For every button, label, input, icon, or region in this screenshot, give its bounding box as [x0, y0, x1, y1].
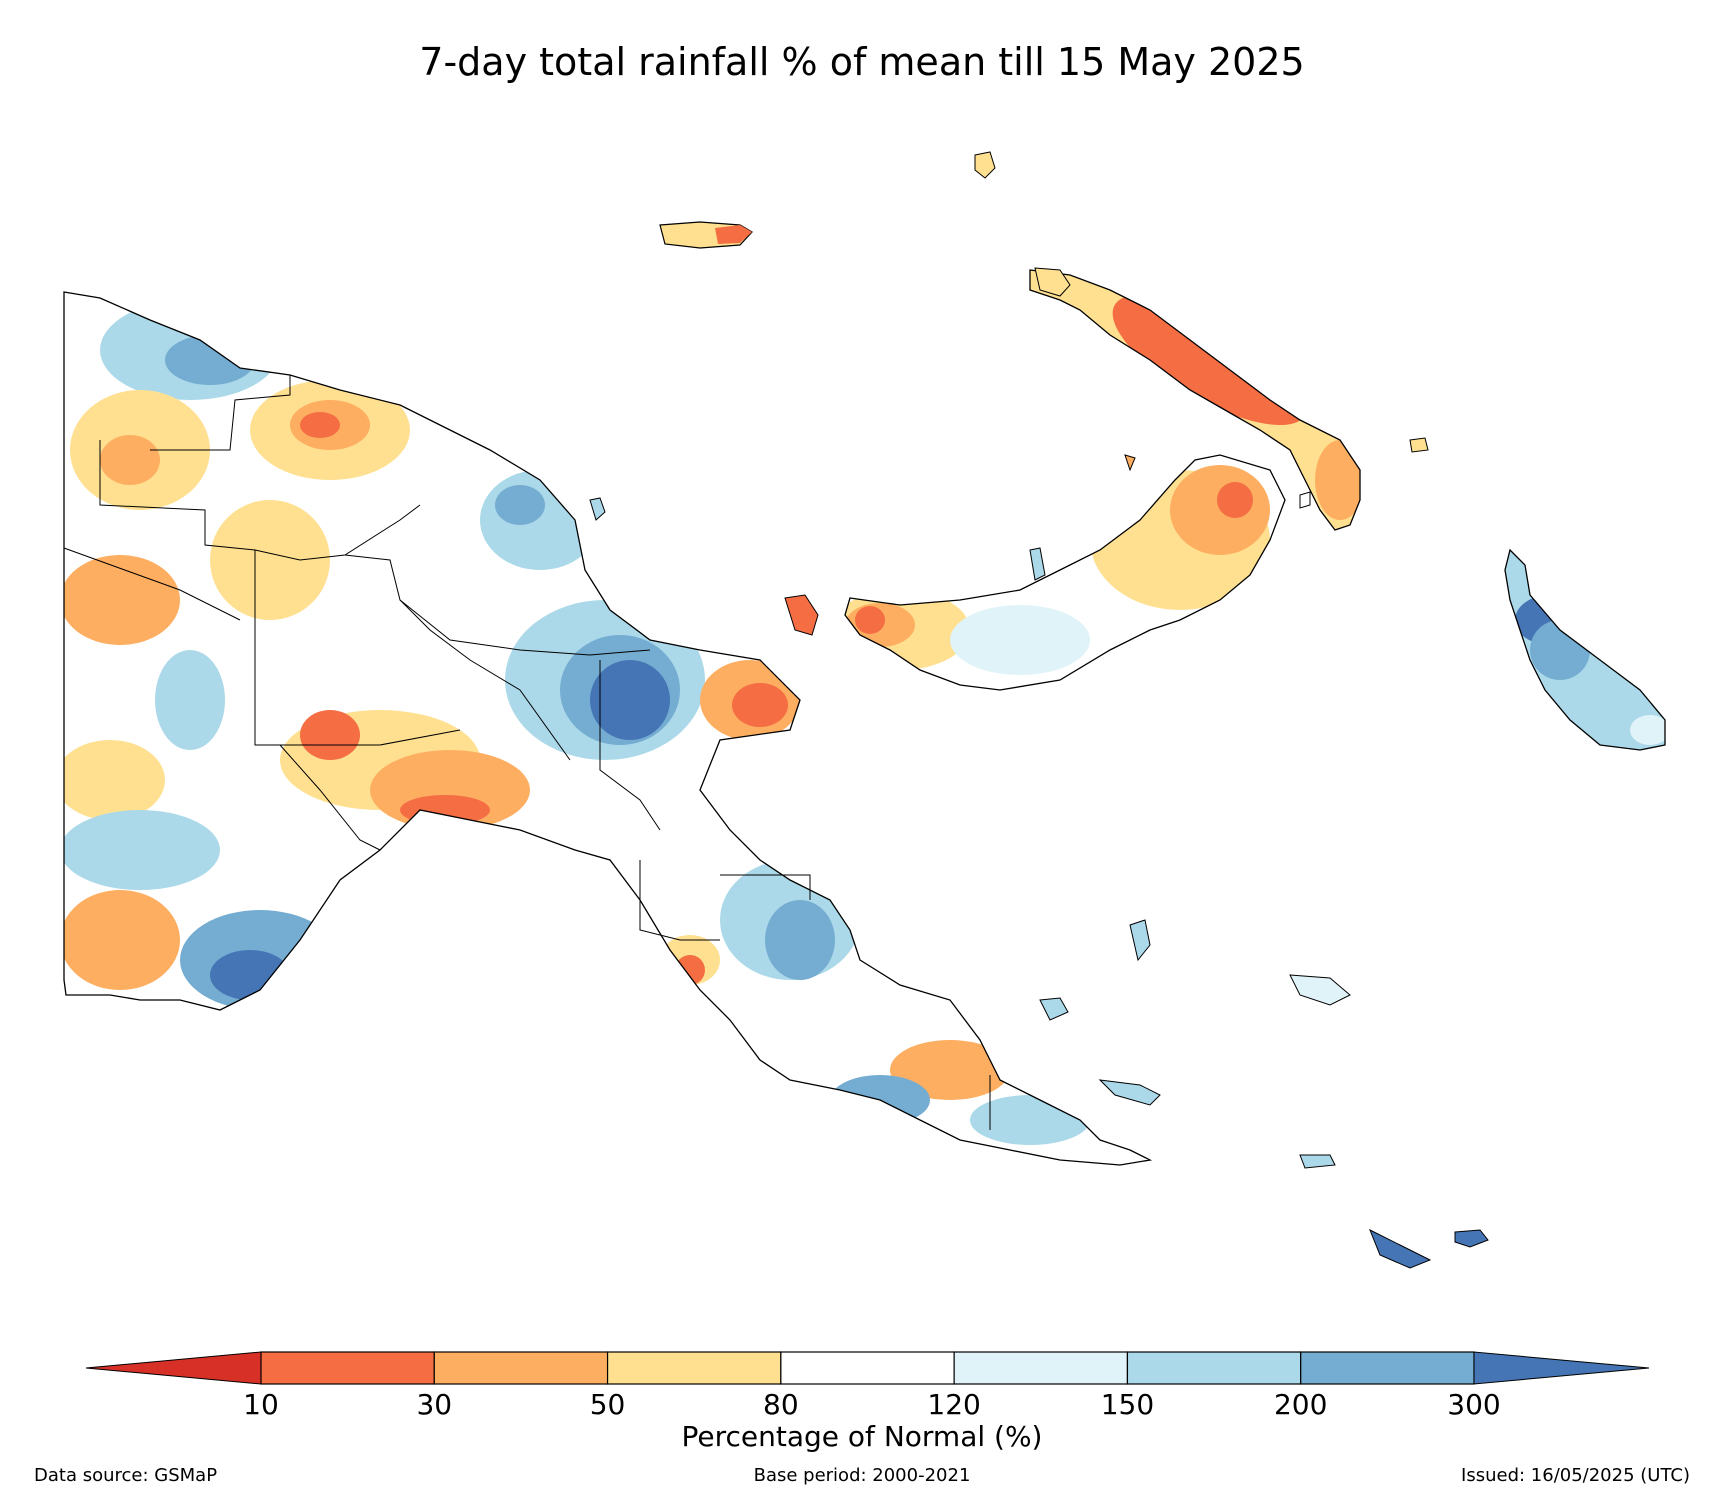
colorbar-tick-label: 50 — [589, 1388, 626, 1421]
colorbar-bin — [433, 1351, 609, 1385]
new-britain-coastline — [844, 454, 1286, 691]
colorbar-bins — [260, 1351, 1475, 1385]
new-ireland-coastline — [1029, 269, 1361, 531]
colorbar-tick-label: 30 — [416, 1388, 453, 1421]
base-period-text: Base period: 2000-2021 — [753, 1465, 971, 1486]
colorbar-tick-label: 80 — [763, 1388, 799, 1421]
colorbar-tick-label: 300 — [1447, 1388, 1501, 1421]
small-islands — [589, 151, 1489, 1269]
province-boundaries — [63, 375, 991, 1130]
map-title: 7-day total rainfall % of mean till 15 M… — [419, 40, 1305, 84]
colorbar-bin — [780, 1351, 955, 1385]
colorbar-label: Percentage of Normal (%) — [681, 1420, 1043, 1453]
colorbar-tick-label: 10 — [243, 1388, 279, 1421]
colorbar-extend-high — [1473, 1351, 1650, 1385]
colorbar-bin — [953, 1351, 1129, 1385]
data-source-text: Data source: GSMaP — [34, 1465, 218, 1486]
colorbar-bin — [606, 1351, 782, 1385]
mainland-coastline — [63, 291, 1153, 1166]
issued-date-text: Issued: 16/05/2025 (UTC) — [1461, 1465, 1690, 1486]
colorbar-bin — [1126, 1351, 1302, 1385]
colorbar-bin — [260, 1351, 435, 1385]
colorbar-bin — [1300, 1351, 1475, 1385]
bougainville-coastline — [1504, 548, 1666, 751]
colorbar-tick-label: 150 — [1100, 1388, 1155, 1421]
colorbar-extend-low — [85, 1351, 262, 1385]
colorbar-tick-label: 120 — [927, 1388, 981, 1421]
colorbar-tick-label: 200 — [1273, 1388, 1328, 1421]
